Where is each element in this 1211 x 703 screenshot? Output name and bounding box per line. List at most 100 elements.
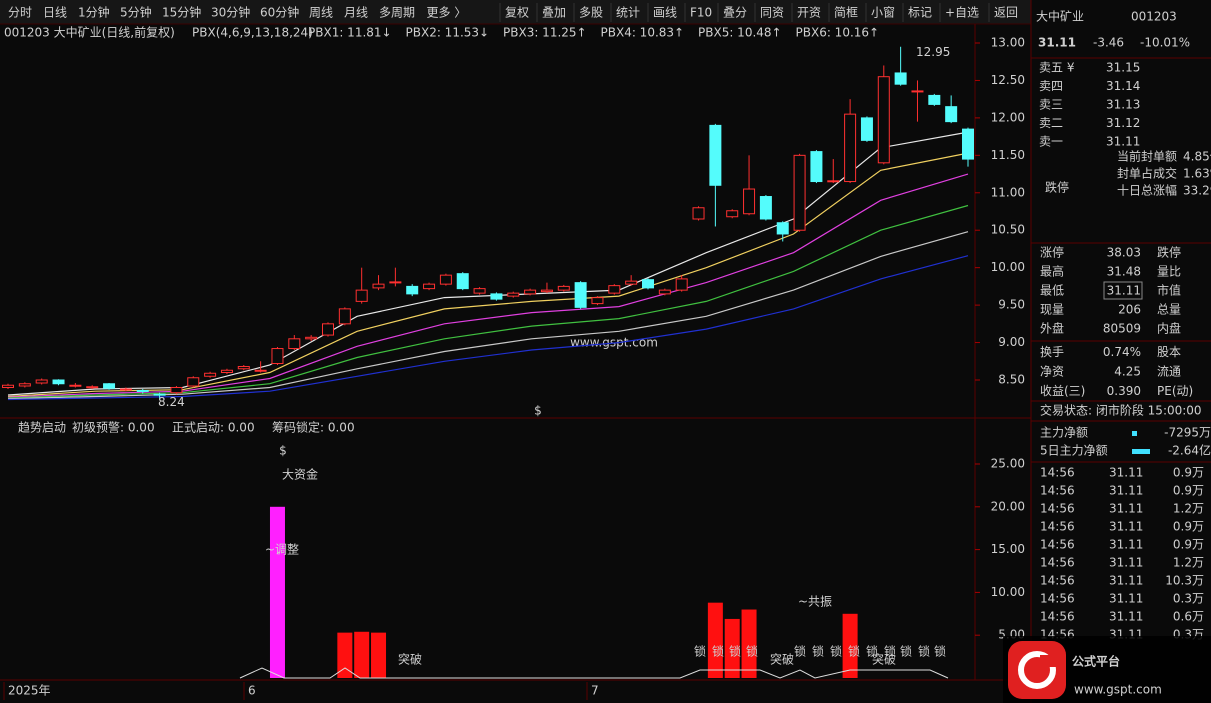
- signal-bar: [842, 613, 858, 678]
- ask-label: 卖三: [1039, 98, 1063, 112]
- panel-item: 初级预警: 0.00: [72, 420, 155, 435]
- ma-legend: PBX5: 10.48↑: [698, 26, 782, 40]
- tick-price: 31.11: [1109, 574, 1143, 588]
- tick-time: 14:56: [1040, 610, 1075, 624]
- tick-price: 31.11: [1109, 466, 1143, 480]
- candle-body: [355, 289, 368, 302]
- candle-body: [827, 180, 840, 183]
- stat-value: 38.03: [1107, 246, 1141, 260]
- stat-label: 跌停: [1157, 245, 1181, 260]
- period-tab[interactable]: 分时: [8, 6, 32, 20]
- period-tab[interactable]: 60分钟: [260, 5, 299, 20]
- period-tab[interactable]: 更多 〉: [427, 6, 467, 20]
- breakout-label: 突破: [872, 652, 896, 667]
- period-tab[interactable]: 多周期: [379, 6, 415, 20]
- stat-label: 流通: [1157, 365, 1181, 379]
- main-net5-bar: [1132, 449, 1150, 454]
- tick-price: 31.11: [1109, 556, 1143, 570]
- candle-body: [69, 384, 82, 387]
- candle-body: [945, 106, 958, 123]
- tool-button[interactable]: 标记: [908, 6, 932, 20]
- period-tab[interactable]: 1分钟: [78, 5, 110, 20]
- stat-label: 涨停: [1040, 245, 1064, 260]
- candle-body: [136, 389, 149, 392]
- candle-body: [507, 292, 520, 297]
- ask-price: 31.15: [1106, 61, 1140, 75]
- tool-button[interactable]: 同资: [760, 6, 784, 20]
- tool-button[interactable]: 叠加: [542, 6, 566, 20]
- period-tab[interactable]: 5分钟: [120, 5, 152, 20]
- candle-body: [423, 283, 436, 290]
- candle-body: [103, 383, 116, 389]
- x-label: 2025年: [8, 684, 51, 698]
- stat-value: 206: [1118, 303, 1141, 317]
- tick-price: 31.11: [1109, 502, 1143, 516]
- ask-label: 卖二: [1039, 116, 1063, 130]
- tool-button[interactable]: 开资: [797, 6, 821, 20]
- y-tick-label: 10.00: [991, 585, 1025, 599]
- tool-button[interactable]: 简框: [834, 6, 858, 20]
- seal-label: 封单占成交: [1117, 166, 1177, 181]
- x-label: 7: [591, 684, 599, 698]
- trade-status: 交易状态: 闭市阶段 15:00:00: [1040, 403, 1202, 418]
- tick-price: 31.11: [1109, 538, 1143, 552]
- tool-button[interactable]: 返回: [994, 6, 1018, 20]
- stat-value: 0.390: [1107, 384, 1141, 398]
- change: -3.46: [1093, 36, 1124, 50]
- candle-body: [658, 289, 671, 295]
- limit-down: 跌停: [1045, 180, 1069, 195]
- tick-time: 14:56: [1040, 466, 1075, 480]
- big-money: 大资金: [282, 467, 318, 482]
- period-tab[interactable]: 周线: [309, 6, 333, 20]
- ask-label: 卖四: [1039, 79, 1063, 93]
- y-tick-label: 10.50: [991, 223, 1025, 237]
- period-tab[interactable]: 30分钟: [211, 5, 250, 20]
- signal-dollar: $: [534, 404, 542, 418]
- stat-label: 换手: [1040, 345, 1064, 359]
- candle-body: [844, 113, 857, 183]
- tool-button[interactable]: 叠分: [723, 6, 747, 20]
- tool-button[interactable]: 复权: [505, 6, 529, 20]
- lock-label: 锁: [794, 644, 806, 659]
- period-tab[interactable]: 15分钟: [162, 5, 201, 20]
- candle-body: [187, 377, 200, 387]
- tool-button[interactable]: 画线: [653, 6, 677, 20]
- stat-label: 收益(三): [1040, 384, 1085, 398]
- indicator-name: PBX(4,6,9,13,18,24): [192, 26, 313, 40]
- ma-line: [7, 255, 969, 401]
- seal-label: 当前封单额: [1117, 149, 1177, 164]
- tool-button[interactable]: F10: [690, 6, 712, 20]
- candle-body: [338, 308, 351, 325]
- stat-label: 内盘: [1157, 321, 1181, 336]
- candle-body: [860, 117, 873, 141]
- x-label: 6: [248, 684, 256, 698]
- main-net-label: 主力净额: [1040, 426, 1088, 440]
- y-tick-label: 13.00: [991, 36, 1025, 50]
- logo-name: 公式平台: [1072, 654, 1120, 669]
- tick-time: 14:56: [1040, 574, 1075, 588]
- stock-code: 001203: [1131, 10, 1177, 24]
- tool-button[interactable]: 小窗: [871, 6, 895, 20]
- stat-label: PE(动): [1157, 384, 1193, 398]
- lock-label: 锁: [746, 644, 758, 659]
- tool-button[interactable]: +自选: [945, 6, 979, 20]
- candle-body: [776, 222, 789, 235]
- period-tab[interactable]: 日线: [43, 6, 67, 20]
- tick-volume: 10.3万: [1165, 574, 1204, 588]
- main-net-bar: [1132, 431, 1137, 436]
- stat-label: 现量: [1040, 303, 1064, 317]
- tick-price: 31.11: [1109, 610, 1143, 624]
- chart-title: 001203 大中矿业(日线,前复权): [4, 25, 175, 40]
- period-tab[interactable]: 月线: [344, 6, 368, 20]
- tool-button[interactable]: 多股: [579, 6, 603, 20]
- breakout-label: 突破: [770, 652, 794, 667]
- y-tick-label: 11.00: [991, 185, 1025, 199]
- candle-body: [608, 285, 621, 294]
- tool-button[interactable]: 统计: [616, 6, 640, 20]
- panel-item: 筹码锁定: 0.00: [272, 420, 355, 435]
- candle-body: [86, 386, 99, 389]
- candle-body: [170, 386, 183, 394]
- tick-volume: 0.6万: [1173, 610, 1204, 624]
